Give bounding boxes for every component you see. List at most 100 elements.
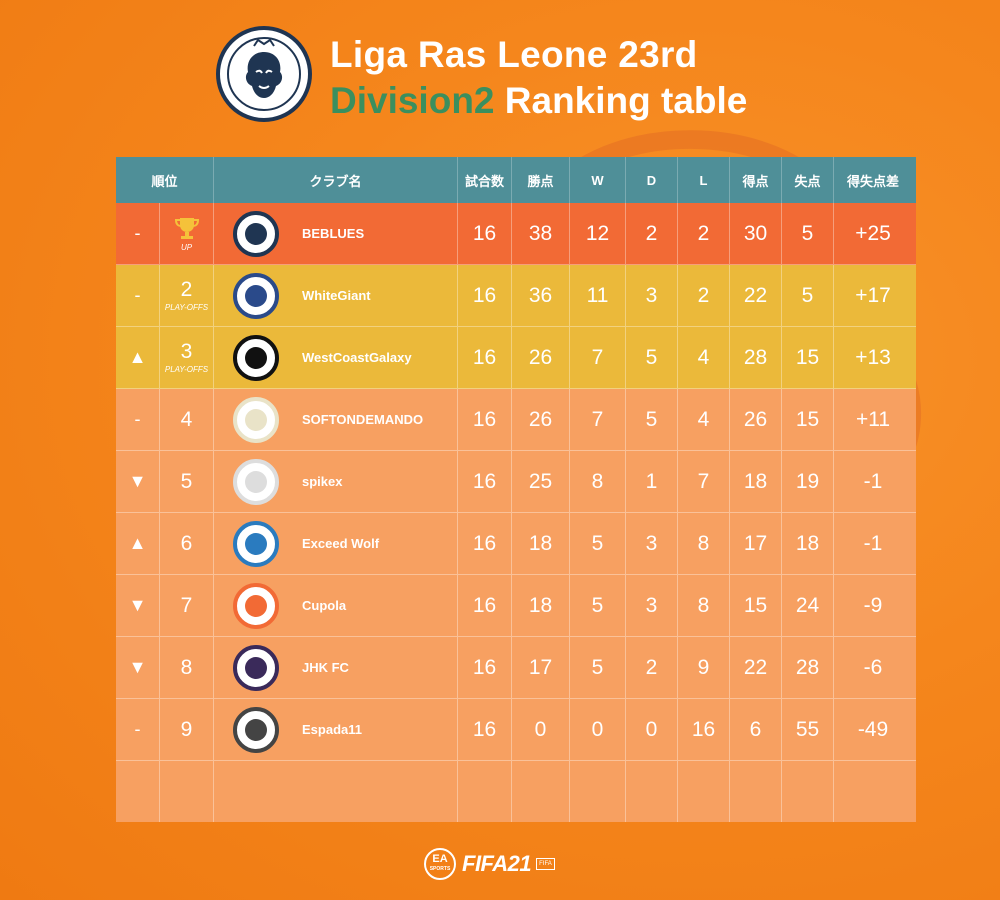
ea-sports-text: SPORTS <box>429 866 451 872</box>
ranking-table: 順位 クラブ名 試合数 勝点 W D L 得点 失点 得失点差 - UP BEBLU… <box>116 157 916 823</box>
club-cell: SOFTONDEMANDO <box>214 389 458 450</box>
draws-cell: 1 <box>626 451 678 512</box>
col-wins: W <box>570 157 626 203</box>
header: Liga Ras Leone 23rd Division2 Ranking ta… <box>0 0 1000 150</box>
movement-indicator: - <box>116 389 160 450</box>
position-note: UP <box>180 243 193 252</box>
played-cell: 16 <box>458 637 512 698</box>
col-rank: 順位 <box>116 157 214 203</box>
goals-against-cell: 15 <box>782 327 834 388</box>
played-cell: 16 <box>458 265 512 326</box>
softondemando-crest-icon <box>230 394 282 446</box>
col-goals-against: 失点 <box>782 157 834 203</box>
position-number: 2 <box>180 278 193 301</box>
wins-cell: 7 <box>570 327 626 388</box>
played-cell: 16 <box>458 451 512 512</box>
losses-cell: 2 <box>678 203 730 264</box>
goals-against-cell: 18 <box>782 513 834 574</box>
col-draws: D <box>626 157 678 203</box>
club-cell: spikex <box>214 451 458 512</box>
club-name: Espada11 <box>302 722 362 737</box>
position-number: 8 <box>180 655 193 679</box>
points-cell: 18 <box>512 513 570 574</box>
losses-cell: 4 <box>678 389 730 450</box>
draws-cell: 5 <box>626 389 678 450</box>
footer: EA SPORTS FIFA21 FIFA <box>424 846 584 882</box>
played-cell: 16 <box>458 389 512 450</box>
empty-row <box>116 761 916 822</box>
table-row: -9 Espada11 16 0 0 0 16 6 55 -49 <box>116 699 916 761</box>
club-name: WhiteGiant <box>302 288 371 303</box>
draws-cell: 5 <box>626 327 678 388</box>
position-cell: 6 <box>160 513 214 574</box>
movement-indicator: ▼ <box>116 575 160 636</box>
club-name: Cupola <box>302 598 347 613</box>
espada-bear-crest-icon <box>230 704 282 756</box>
position-number: 5 <box>180 469 193 493</box>
wins-cell: 0 <box>570 699 626 760</box>
wins-cell: 7 <box>570 389 626 450</box>
ea-logo-text: EA <box>432 853 448 865</box>
wins-cell: 8 <box>570 451 626 512</box>
beblues-crest-icon <box>230 208 282 260</box>
goal-diff-cell: -6 <box>863 655 883 679</box>
col-club: クラブ名 <box>214 157 458 203</box>
table-row: ▲ 3 PLAY-OFFS WestCoastGalaxy 16 26 7 5 4 28 15 +13 <box>116 327 916 389</box>
position-cell: 2 PLAY-OFFS <box>160 265 214 326</box>
points-cell: 25 <box>512 451 570 512</box>
table-row: ▼ 7 Cupola 16 18 5 3 8 15 24 -9 <box>116 575 916 637</box>
exceedwolf-crest-icon <box>230 518 282 570</box>
position-cell: 5 <box>160 451 214 512</box>
goal-diff-cell: -1 <box>863 531 883 555</box>
movement-indicator: ▼ <box>116 451 160 512</box>
wins-cell: 5 <box>570 637 626 698</box>
goals-against-cell: 5 <box>782 265 834 326</box>
col-goals-for: 得点 <box>730 157 782 203</box>
movement-indicator: - <box>116 265 160 326</box>
table-row: ▲ 6 Exceed Wolf 16 18 5 3 8 17 18 -1 <box>116 513 916 575</box>
played-cell: 16 <box>458 513 512 574</box>
goals-against-cell: 15 <box>782 389 834 450</box>
points-cell: 38 <box>512 203 570 264</box>
wins-cell: 5 <box>570 575 626 636</box>
club-cell: Exceed Wolf <box>214 513 458 574</box>
spikex-crest-icon <box>230 456 282 508</box>
col-losses: L <box>678 157 730 203</box>
page-title: Liga Ras Leone 23rd <box>330 34 698 75</box>
draws-cell: 0 <box>626 699 678 760</box>
goals-against-cell: 24 <box>782 575 834 636</box>
table-row: - UP BEBLUES 16 38 12 2 2 30 5 +25 <box>116 203 916 265</box>
club-name: spikex <box>302 474 343 489</box>
col-points: 勝点 <box>512 157 570 203</box>
losses-cell: 9 <box>678 637 730 698</box>
wins-cell: 12 <box>570 203 626 264</box>
position-note: PLAY-OFFS <box>164 303 209 312</box>
position-number: 7 <box>180 593 193 617</box>
draws-cell: 3 <box>626 513 678 574</box>
goals-against-cell: 55 <box>782 699 834 760</box>
fifa-badge: FIFA <box>536 858 555 870</box>
goals-for-cell: 28 <box>730 327 782 388</box>
position-cell: 4 <box>160 389 214 450</box>
goals-against-cell: 5 <box>782 203 834 264</box>
club-name: BEBLUES <box>302 226 365 241</box>
club-cell: WestCoastGalaxy <box>214 327 458 388</box>
trophy-icon <box>174 218 199 239</box>
position-number: 9 <box>180 717 193 741</box>
position-number: 3 <box>180 340 193 363</box>
losses-cell: 8 <box>678 575 730 636</box>
points-cell: 36 <box>512 265 570 326</box>
ea-sports-logo: EA SPORTS <box>424 848 456 880</box>
losses-cell: 2 <box>678 265 730 326</box>
goals-for-cell: 22 <box>730 637 782 698</box>
wins-cell: 5 <box>570 513 626 574</box>
goals-for-cell: 22 <box>730 265 782 326</box>
points-cell: 18 <box>512 575 570 636</box>
points-cell: 26 <box>512 327 570 388</box>
goals-for-cell: 30 <box>730 203 782 264</box>
movement-indicator: - <box>116 203 160 264</box>
club-name: SOFTONDEMANDO <box>302 412 424 427</box>
club-cell: Cupola <box>214 575 458 636</box>
played-cell: 16 <box>458 699 512 760</box>
movement-indicator: ▲ <box>116 327 160 388</box>
